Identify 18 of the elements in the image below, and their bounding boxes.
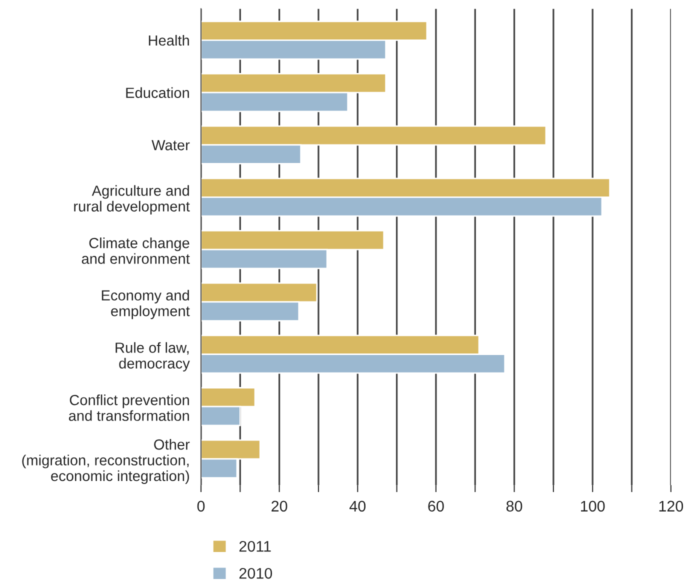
y-tick-label: Rule of law, democracy [116,342,190,372]
legend-label: 2011 [239,540,271,552]
x-tick-label: 60 [428,500,444,512]
y-tick-label: Agriculture and rural development [74,185,190,214]
legend-label: 2010 [239,568,272,579]
x-tick-label: 120 [659,500,684,512]
y-tick-label: Climate change and environment [82,237,190,264]
x-tick-label: 20 [272,500,288,512]
y-tick-label: Health [148,34,189,46]
y-tick-label: Education [126,87,189,98]
y-tick-label: Water [152,140,190,150]
x-tick-label: 0 [197,500,205,512]
y-tick-label: Conflict prevention and transformation [68,394,189,421]
y-tick-label: Economy and employment [102,290,190,320]
x-tick-label: 100 [581,500,605,512]
x-tick-label: 40 [349,500,366,512]
y-tick-label: Other (migration, reconstruction, economic integration) [22,438,190,484]
x-tick-label: 80 [506,500,522,512]
